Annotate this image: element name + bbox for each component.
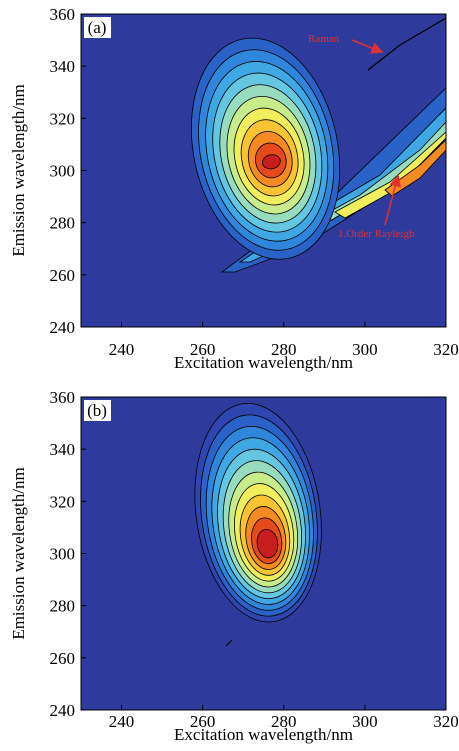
- x-tick-label: 320: [433, 340, 459, 359]
- y-tick-label: 240: [50, 318, 76, 337]
- y-tick-label: 260: [50, 649, 76, 668]
- y-tick-label: 260: [50, 266, 76, 285]
- x-tick-label: 260: [190, 712, 216, 731]
- x-tick-label: 240: [109, 340, 135, 359]
- contour-line: [256, 528, 279, 559]
- y-tick-label: 240: [50, 701, 76, 720]
- x-tick-label: 280: [271, 340, 297, 359]
- y-tick-label: 280: [50, 597, 76, 616]
- y-tick-label: 300: [50, 162, 76, 181]
- panel-label-box: [84, 400, 111, 421]
- contour-fragment: [225, 639, 233, 647]
- x-tick-label: 320: [433, 712, 459, 731]
- y-tick-label: 320: [50, 109, 76, 128]
- annotation: Raman: [308, 33, 340, 45]
- y-tick-label: 340: [50, 57, 76, 76]
- y-tick-label: 360: [50, 388, 76, 407]
- x-axis-label: Excitation wavelength/nm: [174, 725, 353, 744]
- y-tick-label: 320: [50, 492, 76, 511]
- x-tick-label: 260: [190, 340, 216, 359]
- annotation-arrow: [351, 39, 384, 54]
- y-axis-label: Emission wavelength/nm: [9, 467, 28, 639]
- y-tick-label: 340: [50, 440, 76, 459]
- contour-line: [262, 154, 281, 170]
- panel-label: (b): [87, 401, 107, 420]
- y-axis-label: Emission wavelength/nm: [9, 84, 28, 256]
- x-tick-label: 240: [109, 712, 135, 731]
- annotation: 1.Order Rayleigh: [338, 228, 415, 240]
- panel-label-box: [84, 17, 111, 38]
- x-axis-label: Excitation wavelength/nm: [174, 353, 353, 372]
- x-tick-label: 300: [352, 712, 378, 731]
- contours: [190, 17, 446, 273]
- raman-band: [367, 17, 446, 71]
- y-tick-label: 300: [50, 545, 76, 564]
- y-tick-label: 280: [50, 214, 76, 233]
- contours: [194, 403, 322, 647]
- y-tick-label: 360: [50, 5, 76, 24]
- x-tick-label: 300: [352, 340, 378, 359]
- x-tick-label: 280: [271, 712, 297, 731]
- panel-label: (a): [88, 18, 107, 37]
- annotation-arrow: [384, 174, 402, 226]
